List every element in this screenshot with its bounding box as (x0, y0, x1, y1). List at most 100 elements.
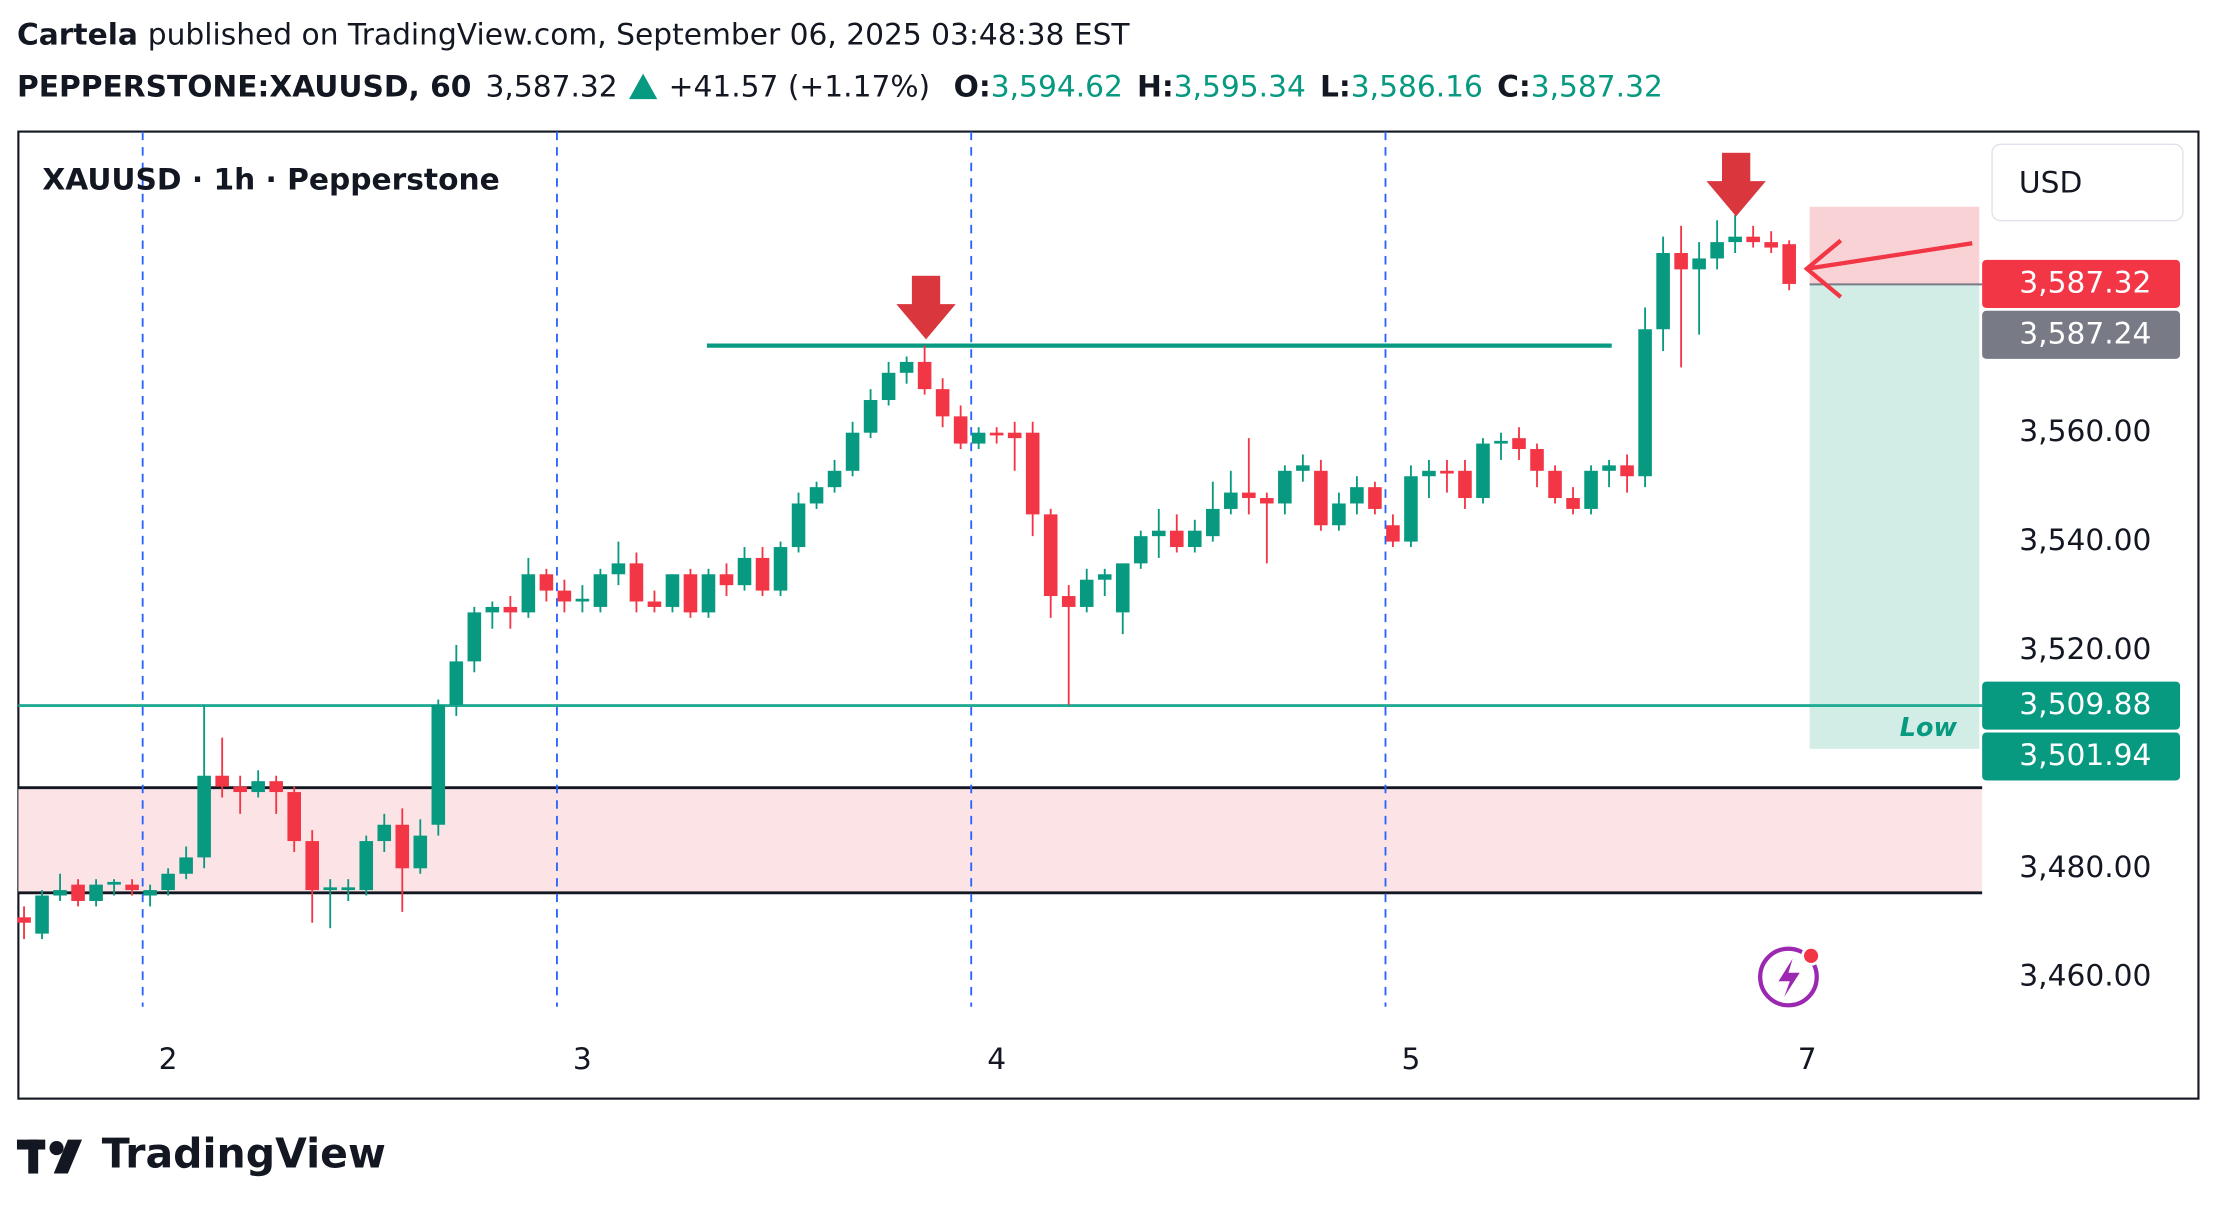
candle-body (1584, 470, 1598, 509)
candle-body (1440, 470, 1454, 474)
candle-body (197, 775, 211, 858)
candle-body (809, 487, 824, 504)
arrow-1 (896, 275, 956, 340)
zone (18, 787, 1983, 893)
arrow-2 (1706, 152, 1766, 217)
candle-body (485, 606, 500, 613)
candle-body (719, 574, 734, 586)
ohlc-key: L: (1320, 68, 1351, 103)
candle-body (35, 895, 49, 934)
candle-body (1512, 438, 1526, 450)
candle-body (539, 574, 554, 591)
change-arrow (628, 73, 658, 100)
y-tick-label: 3,540.00 (2019, 522, 2151, 557)
candle-body (1296, 465, 1310, 471)
candle-body (1224, 492, 1238, 509)
candle-body (611, 563, 626, 575)
candle-body (467, 612, 482, 662)
candle-body (1674, 253, 1688, 270)
candle-body (953, 416, 968, 444)
candle-body (1782, 244, 1796, 284)
candle-body (1530, 449, 1544, 471)
target-zone (1809, 284, 1980, 749)
candle-body (1043, 514, 1058, 597)
y-tick-label: 3,480.00 (2019, 849, 2151, 884)
candle-body (179, 857, 193, 874)
y-tick-label: 3,560.00 (2019, 413, 2151, 448)
x-tick-label: 7 (1798, 1041, 1817, 1076)
candle-body (971, 432, 986, 444)
candle-body (323, 887, 338, 891)
candle-body (53, 890, 67, 896)
candle-body (1242, 492, 1256, 499)
candle-body (989, 432, 1004, 436)
author: Cartela (17, 16, 138, 51)
price-label-box (1982, 732, 2181, 781)
candle-body (737, 557, 752, 586)
candle-body (1494, 440, 1508, 444)
candle-body (1548, 470, 1562, 499)
candle-body (521, 574, 536, 613)
candle-body (1602, 465, 1616, 471)
chart-frame (17, 130, 2200, 1100)
price-label-box (1982, 259, 2181, 308)
candle-body (341, 887, 356, 891)
candle-body (1332, 503, 1346, 526)
candle-body (827, 470, 842, 488)
candle-body (431, 704, 446, 825)
price: 3,587.32 (486, 68, 618, 103)
price-label: 3,587.24 (2019, 315, 2151, 350)
candle-body (1368, 487, 1382, 509)
x-tick-label: 5 (1401, 1041, 1420, 1076)
candle-body (251, 781, 265, 793)
brand: TradingView (102, 1130, 386, 1178)
candle-body (89, 884, 103, 901)
candle-body (1728, 236, 1742, 243)
candle-body (449, 661, 464, 705)
candle-body (1206, 508, 1220, 537)
candle-body (17, 917, 31, 923)
candle-body (1188, 530, 1202, 548)
candle-body (863, 400, 878, 433)
price-label-box (1982, 310, 2181, 359)
candle-body (701, 574, 716, 613)
candle-body (377, 824, 392, 842)
candle-body (359, 841, 374, 891)
candle-body (143, 890, 157, 896)
candle-body (287, 792, 301, 842)
candle-body (1458, 470, 1472, 499)
alert-icon[interactable] (1758, 945, 1821, 1008)
candle-body (935, 389, 950, 417)
x-tick-label: 4 (987, 1041, 1006, 1076)
candle-body (593, 574, 608, 607)
candle-body (1025, 432, 1040, 515)
candle-body (1169, 530, 1184, 548)
candle-body (665, 574, 680, 607)
target-label: Low (1900, 712, 1958, 742)
currency-box[interactable] (1991, 143, 2184, 222)
ohlc-value: 3,595.34 (1174, 68, 1306, 103)
x-tick-label: 2 (159, 1041, 178, 1076)
candle-body (1314, 470, 1328, 526)
candle-body (1278, 470, 1292, 504)
candle-body (917, 361, 932, 390)
ohlc-value: 3,587.32 (1531, 68, 1663, 103)
candle-body (773, 547, 788, 591)
candle-body (683, 574, 698, 613)
candle-body (1350, 487, 1364, 504)
candle-body (1710, 242, 1724, 259)
change: +41.57 (+1.17%) (669, 68, 931, 103)
symbol-line: PEPPERSTONE:XAUUSD, 60 3,587.32 +41.57 (+1… (17, 68, 1663, 103)
candle-body (647, 601, 662, 607)
price-label: 3,587.32 (2019, 264, 2151, 299)
candle-body (305, 841, 320, 891)
y-tick-label: 3,520.00 (2019, 631, 2151, 666)
candle-body (791, 503, 806, 548)
candle-body (1692, 258, 1706, 270)
candle-body (215, 775, 229, 787)
candle-body (233, 786, 247, 793)
candle-body (125, 884, 139, 891)
candle-body (1404, 476, 1418, 542)
candle-body (1007, 432, 1022, 439)
